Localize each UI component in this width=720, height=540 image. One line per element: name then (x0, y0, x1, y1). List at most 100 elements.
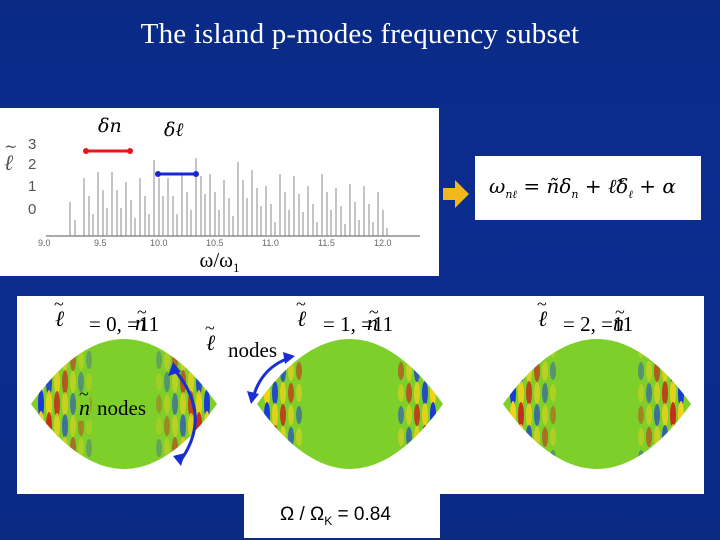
l-symbol-1: ℓ (55, 306, 65, 331)
svg-text:~: ~ (4, 137, 17, 156)
mode-fringe (54, 435, 60, 461)
mode-fringe (272, 403, 278, 427)
mode-fringe (550, 340, 556, 358)
mode-fringe (398, 428, 404, 446)
mode-fringe (654, 404, 660, 426)
mode-fringe (156, 395, 162, 413)
mode-fringe (288, 427, 294, 447)
mode-fringe (542, 405, 548, 425)
mode-fringe (288, 361, 294, 381)
mode-fringe (646, 361, 652, 381)
mode-fringe (670, 402, 676, 428)
mode-3-label: = 2, =11 (563, 312, 634, 336)
axis-caption-main: ω/ω (199, 248, 233, 272)
mode-fringe (542, 361, 548, 381)
mode-fringe (62, 392, 68, 416)
mode-fringe (406, 361, 412, 381)
mode-fringe (662, 425, 668, 449)
mode-fringe (638, 384, 644, 402)
mode-fringe (654, 382, 660, 404)
mode-fringe (670, 358, 676, 384)
mode-fringe (406, 427, 412, 447)
right-arrow-icon (443, 180, 469, 208)
mode-fringe (296, 362, 302, 380)
mode-fringe (296, 384, 302, 402)
mode-fringe (542, 383, 548, 403)
mode-fringe (646, 383, 652, 403)
mode-fringe (638, 406, 644, 424)
delta-n-label: δn (98, 115, 122, 137)
n-symbol-3: n (613, 310, 624, 335)
mode-fringe (288, 383, 294, 403)
mode-fringe (164, 350, 170, 370)
mode-fringe (70, 349, 76, 371)
formula-term-alpha: + α (632, 174, 676, 198)
mode-fringe (430, 402, 436, 428)
mode-fringe (662, 447, 668, 469)
mode-fringe (288, 405, 294, 425)
x-tick-9.0: 9.0 (38, 238, 51, 248)
mode-fringe (46, 346, 52, 374)
mode-fringe (70, 415, 76, 437)
mode-fringe (662, 403, 668, 427)
mode-fringe (678, 401, 684, 429)
mode-fringe (406, 405, 412, 425)
mode-fringe (38, 433, 44, 463)
mode-fringe (172, 393, 178, 415)
mode-fringe (550, 384, 556, 402)
mode-fringe (398, 406, 404, 424)
mode-fringe (510, 339, 516, 363)
mode-fringe (534, 339, 540, 360)
delta-l-label: δℓ (164, 119, 183, 141)
mode-fringe (670, 380, 676, 406)
mode-fringe (654, 448, 660, 469)
mode-fringe (54, 391, 60, 417)
mode-fringe (62, 370, 68, 394)
mode-fringe (78, 416, 84, 436)
mode-fringe (518, 358, 524, 384)
mode-fringe (78, 438, 84, 458)
mode-fringe (38, 345, 44, 375)
mode-fringe (662, 339, 668, 361)
mode-fringe (542, 339, 548, 359)
mode-fringe (296, 406, 302, 424)
y-axis-symbol: ℓ ~ (4, 137, 17, 176)
mode-fringe (86, 417, 92, 435)
mode-fringe (526, 447, 532, 469)
mode-fringe (196, 390, 202, 418)
n-nodes-arrow (171, 367, 197, 461)
mode-fringe (188, 369, 194, 395)
n-symbol-1: n (135, 310, 146, 335)
mode-fringe (518, 380, 524, 406)
spectrum-plot: ℓ ~ 3 2 1 0 9.0 9.5 10.0 10.5 11.0 11.5 … (4, 115, 420, 248)
mode-fringe (662, 359, 668, 383)
mode-fringe (430, 358, 436, 384)
mode-2-label: = 1, =11 (323, 312, 394, 336)
mode-fringe (670, 424, 676, 450)
mode-fringe (280, 382, 286, 404)
formula-lhs-sub: nℓ (505, 188, 517, 201)
spectrum-peaks (69, 158, 388, 236)
mode-fringe (180, 392, 186, 416)
mode-fringe (164, 438, 170, 458)
mode-fringe (54, 347, 60, 373)
mode-fringe (646, 339, 652, 359)
mode-fringe (296, 428, 302, 446)
mode-fringe (54, 369, 60, 395)
rotation-ratio-main: Ω / Ω (280, 504, 325, 525)
mode-fringe (406, 383, 412, 403)
mode-fringe (550, 362, 556, 380)
mode-fringe (654, 360, 660, 382)
mode-fringe (164, 416, 170, 436)
mode-fringe (196, 412, 202, 440)
mode-fringe (678, 423, 684, 451)
mode-fringe (164, 394, 170, 414)
mode-fringe (398, 362, 404, 380)
mode-fringe (646, 449, 652, 469)
mode-fringe (422, 381, 428, 405)
mode-fringe (550, 406, 556, 424)
n-symbol-2: n (367, 310, 378, 335)
mode-fringe (86, 439, 92, 457)
x-tick-9.5: 9.5 (94, 238, 107, 248)
mode-fringe (638, 428, 644, 446)
